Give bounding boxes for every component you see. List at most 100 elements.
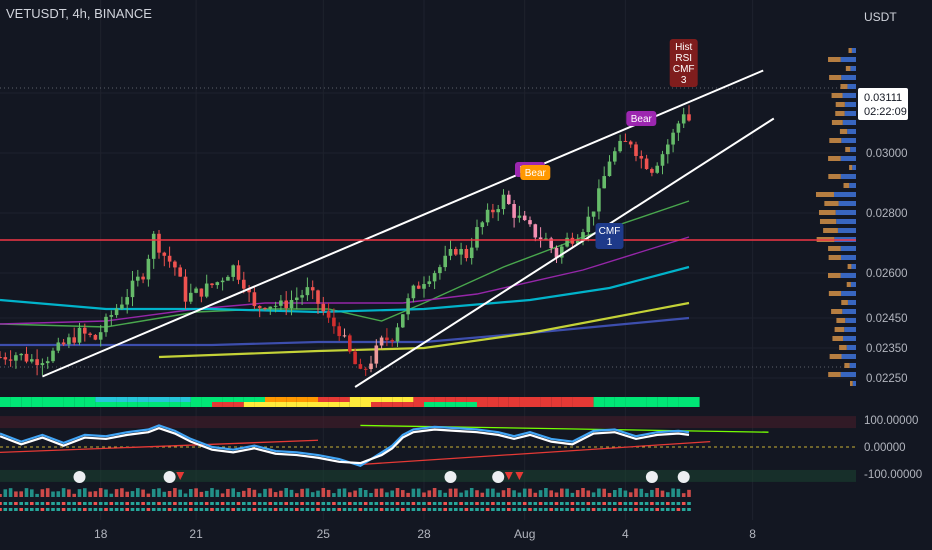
histogram-bar — [623, 490, 628, 497]
volume-bar — [655, 502, 659, 505]
volume-profile-bar — [840, 273, 856, 278]
time-axis[interactable]: 18 21 25 28 Aug 4 8 — [94, 527, 756, 541]
candle-body — [130, 280, 135, 298]
volume-profile-bar — [846, 282, 851, 287]
price-tick-label: 0.03000 — [866, 148, 908, 160]
volume-bar — [342, 502, 347, 505]
histogram-bar — [316, 490, 320, 497]
histogram-bar — [650, 489, 654, 497]
volume-profile-bar — [845, 147, 851, 152]
histogram-bar — [98, 488, 103, 497]
histogram-bar — [671, 488, 675, 497]
volume-bar — [56, 502, 61, 505]
histogram-bar — [236, 491, 241, 497]
volume-bar — [681, 502, 686, 505]
candle-body — [162, 252, 167, 256]
candle-body — [30, 359, 34, 362]
volume-bar — [300, 508, 304, 511]
momentum-band-cell — [275, 402, 287, 407]
volume-bar — [98, 508, 103, 511]
volume-bar — [528, 502, 532, 505]
volume-bar — [416, 508, 421, 511]
histogram-bar — [586, 490, 591, 497]
trendlines[interactable] — [42, 69, 775, 388]
volume-bar — [660, 502, 665, 505]
histogram-bar — [374, 488, 379, 497]
trend-band-cell — [392, 397, 403, 402]
volume-bar — [157, 502, 161, 505]
volume-bar — [114, 508, 119, 511]
volume-bar — [310, 502, 315, 505]
candle-body — [602, 176, 606, 189]
momentum-band-cell — [360, 402, 371, 407]
volume-bar — [30, 508, 34, 511]
volume-bar — [628, 508, 633, 511]
momentum-band-cell — [424, 402, 435, 407]
candle-body — [464, 248, 469, 259]
histogram-bar — [88, 491, 92, 497]
volume-bar — [581, 502, 585, 505]
volume-profile-bar — [841, 354, 856, 359]
histogram-bar — [406, 492, 410, 497]
candle-body — [363, 368, 368, 370]
volume-profile-bar — [835, 111, 845, 116]
candle-body — [220, 280, 225, 283]
histogram-bar — [247, 488, 251, 497]
trend-band-cell — [508, 397, 520, 402]
moving-average-line — [158, 301, 690, 359]
volume-bar — [385, 502, 389, 505]
candle-body — [247, 288, 251, 293]
trend-band-cell — [360, 397, 371, 402]
volume-bar — [257, 508, 262, 511]
volume-bar — [252, 502, 257, 505]
symbol-title[interactable]: VETUSDT, 4h, BINANCE — [6, 6, 152, 21]
momentum-band-cell — [667, 402, 679, 407]
volume-bar — [517, 508, 522, 511]
volume-bar — [464, 502, 469, 505]
channel-trendline[interactable] — [354, 117, 775, 388]
volume-bar — [634, 502, 638, 505]
histogram-bar — [432, 488, 437, 497]
histogram-bar — [687, 489, 691, 497]
volume-profile-bar — [840, 84, 848, 89]
volume-profile-bar — [845, 318, 856, 323]
histogram-bar — [162, 491, 167, 497]
histogram-bar — [194, 488, 198, 497]
trend-band-cell — [636, 397, 647, 402]
volume-bar — [289, 508, 294, 511]
volume-bar — [554, 508, 559, 511]
panda-marker — [73, 471, 86, 483]
volume-bar — [390, 508, 394, 511]
momentum-band-cell — [455, 402, 467, 407]
volume-bar — [681, 508, 686, 511]
candle-body — [120, 304, 124, 309]
volume-bar — [189, 508, 193, 511]
volume-bar — [687, 508, 691, 511]
histogram-bar — [575, 490, 580, 497]
momentum-band-cell — [445, 402, 456, 407]
volume-bar — [178, 502, 182, 505]
indicator-bands — [0, 397, 700, 407]
volume-bar — [416, 502, 421, 505]
candle-body — [549, 238, 553, 249]
histogram-bar — [401, 490, 405, 497]
volume-profile-bar — [840, 57, 856, 62]
volume-profile-bar — [852, 381, 856, 386]
candle-body — [151, 233, 156, 259]
histogram-bar — [141, 489, 145, 497]
signal-label-text: Bear — [631, 114, 653, 125]
trend-band-cell — [42, 397, 53, 402]
volume-bar — [544, 508, 548, 511]
volume-bar — [432, 502, 437, 505]
candle-body — [560, 246, 564, 258]
momentum-band-cell — [307, 402, 318, 407]
volume-bar — [40, 508, 45, 511]
momentum-band-cell — [689, 402, 700, 407]
volume-bar — [194, 508, 198, 511]
candle-body — [581, 232, 585, 241]
momentum-band-cell — [657, 402, 668, 407]
bear-triangle-marker — [515, 472, 524, 480]
oscillator-tick-label: -100.00000 — [864, 469, 922, 481]
histogram-bar — [666, 492, 670, 497]
